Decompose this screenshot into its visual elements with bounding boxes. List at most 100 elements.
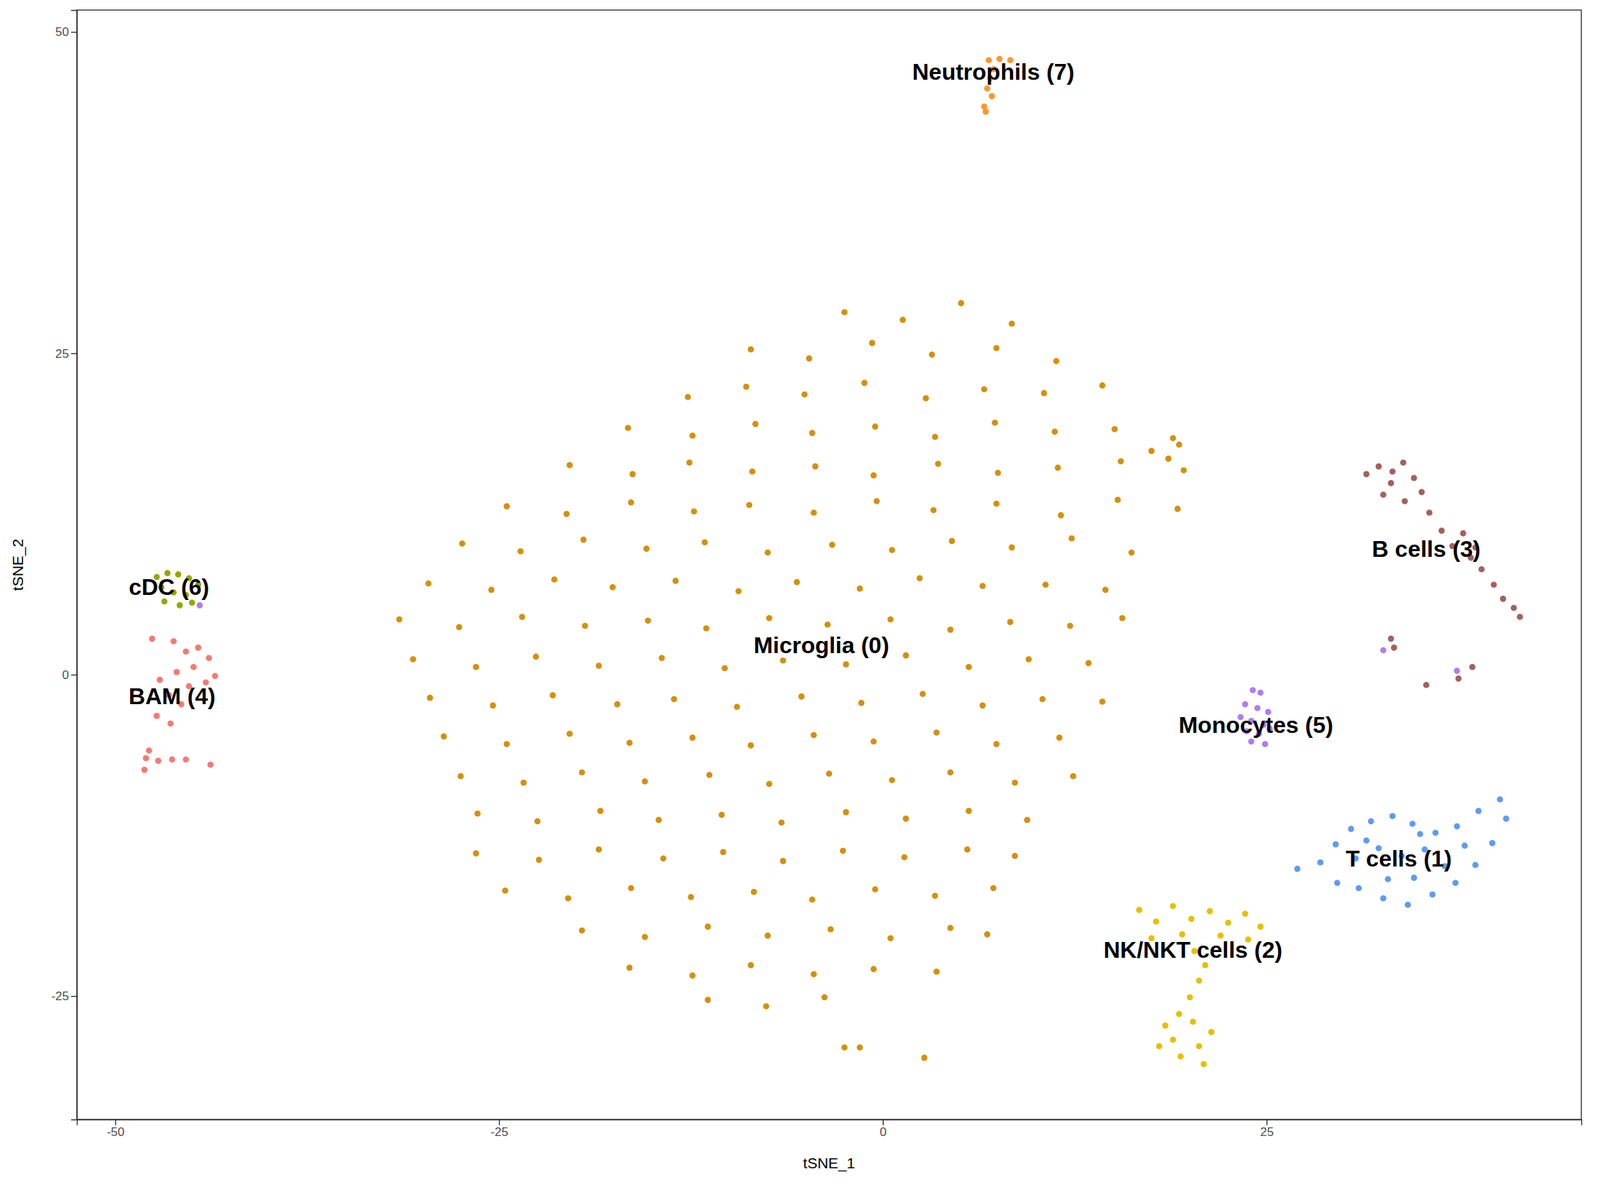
point xyxy=(931,892,939,899)
point xyxy=(627,499,635,506)
point xyxy=(979,702,986,710)
point xyxy=(988,93,996,100)
point xyxy=(1478,566,1486,573)
point xyxy=(1516,613,1524,621)
point xyxy=(1117,458,1125,465)
point xyxy=(1054,464,1062,472)
point xyxy=(1085,660,1093,667)
point xyxy=(826,770,833,777)
point xyxy=(1411,474,1418,482)
point xyxy=(721,665,728,672)
point xyxy=(579,927,586,934)
tick-label: 50 xyxy=(55,25,69,39)
point xyxy=(991,419,998,427)
point xyxy=(965,807,973,815)
point xyxy=(984,931,991,938)
point xyxy=(706,771,713,779)
point xyxy=(888,546,896,554)
point xyxy=(1135,906,1143,914)
point xyxy=(1490,581,1498,588)
point xyxy=(808,429,816,437)
point xyxy=(456,623,463,631)
point xyxy=(1363,471,1371,478)
point xyxy=(502,887,509,894)
point xyxy=(1066,622,1074,630)
point xyxy=(1384,875,1391,883)
tick: 25 xyxy=(55,347,77,361)
point xyxy=(195,644,202,651)
point xyxy=(205,654,212,661)
point xyxy=(1363,837,1371,844)
point xyxy=(704,923,712,930)
point xyxy=(426,694,434,702)
point xyxy=(472,849,480,857)
point xyxy=(182,648,189,655)
tick: 50 xyxy=(55,25,77,39)
point xyxy=(626,739,633,746)
point xyxy=(566,461,574,469)
tick-mark xyxy=(71,352,77,354)
series-points xyxy=(1293,796,1509,908)
point xyxy=(1257,923,1264,930)
point xyxy=(993,500,1001,508)
point xyxy=(1389,812,1396,820)
point xyxy=(746,502,753,509)
point xyxy=(949,538,956,545)
point xyxy=(947,924,955,932)
point xyxy=(1174,505,1182,513)
point xyxy=(517,548,524,555)
point xyxy=(1380,647,1387,654)
point xyxy=(1180,466,1187,474)
point xyxy=(1242,910,1249,917)
point xyxy=(595,846,603,853)
x-axis: -50-25025 xyxy=(77,1119,1583,1139)
annotations: Neutrophils (7)cDC (6)B cells (3)Microgl… xyxy=(128,58,1481,963)
point xyxy=(1500,595,1507,603)
point xyxy=(579,769,586,776)
point xyxy=(856,1044,863,1052)
point xyxy=(176,602,184,609)
point xyxy=(1023,816,1031,824)
series-points xyxy=(196,602,1461,748)
point xyxy=(870,738,878,746)
point xyxy=(1262,740,1269,748)
point xyxy=(824,621,832,628)
plot-area xyxy=(141,56,1524,1068)
point xyxy=(689,432,697,439)
point xyxy=(747,346,755,353)
point xyxy=(1051,428,1059,436)
point xyxy=(749,468,756,475)
point xyxy=(1008,320,1016,327)
point xyxy=(1208,1028,1215,1036)
point xyxy=(614,701,621,708)
point xyxy=(872,885,879,893)
tick: -50 xyxy=(107,1119,126,1139)
point xyxy=(1401,497,1409,505)
tick-label: -50 xyxy=(107,1125,126,1139)
point xyxy=(142,755,150,762)
point xyxy=(551,576,558,583)
point xyxy=(1042,581,1049,588)
point xyxy=(457,773,465,780)
point xyxy=(1380,491,1387,498)
point xyxy=(395,616,403,623)
point xyxy=(765,780,773,788)
point xyxy=(1390,644,1398,651)
point xyxy=(626,964,633,972)
point xyxy=(1332,841,1340,848)
point xyxy=(660,855,667,863)
point xyxy=(520,779,527,786)
point xyxy=(1411,874,1418,881)
point xyxy=(887,616,894,623)
point xyxy=(1472,861,1479,868)
point xyxy=(1176,441,1183,448)
point xyxy=(1388,479,1395,487)
point xyxy=(887,934,894,942)
point xyxy=(641,933,649,941)
point xyxy=(928,351,936,358)
point xyxy=(1111,426,1118,433)
point xyxy=(793,579,801,586)
point xyxy=(1293,865,1301,873)
cluster-label: T cells (1) xyxy=(1345,845,1452,872)
point xyxy=(1455,675,1463,682)
